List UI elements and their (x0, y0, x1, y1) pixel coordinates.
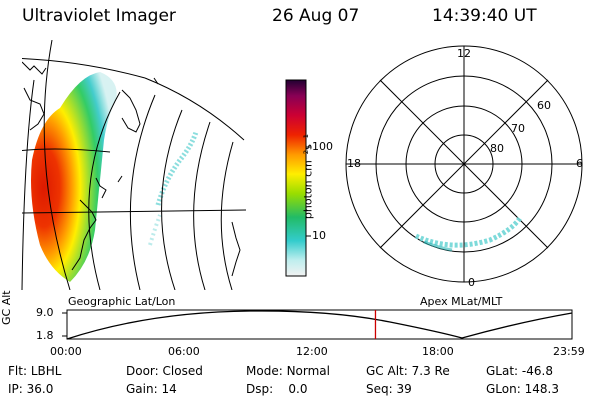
status-gc-alt: GC Alt: 7.3 Re (366, 364, 450, 378)
alt-xtick-label: 06:00 (168, 345, 200, 358)
colorbar (285, 79, 307, 277)
colorbar-label: photon cm⁻²s⁻¹ (301, 133, 315, 220)
status-glon: GLon: 148.3 (486, 382, 559, 396)
geographic-map (22, 40, 247, 290)
alt-xtick-label: 23:59 (553, 345, 585, 358)
colorbar-tick-label: 10 (312, 229, 326, 242)
status-dsp: Dsp: 0.0 (246, 382, 308, 396)
status-seq: Seq: 39 (366, 382, 412, 396)
mlat-label: 70 (511, 122, 525, 135)
alt-ylabel: GC Alt (0, 290, 13, 325)
polar-diag (379, 79, 549, 249)
status-mode: Mode: Normal (246, 364, 330, 378)
coastlines (22, 61, 241, 277)
altitude-curve (66, 310, 573, 340)
instrument-title: Ultraviolet Imager (22, 6, 176, 26)
longitude-lines (43, 40, 234, 290)
mlt-label: 12 (457, 47, 471, 60)
aurora-faint-arc (155, 131, 199, 206)
polar-aurora-arc (414, 216, 523, 248)
status-door: Door: Closed (126, 364, 203, 378)
aurora-faint-arc (148, 214, 162, 246)
altitude-plot-frame (66, 309, 573, 340)
apex-label: Apex MLat/MLT (420, 295, 503, 308)
polar-plot (345, 45, 583, 283)
mlat-label: 80 (490, 142, 504, 155)
mlat-label: 60 (537, 99, 551, 112)
header-time: 14:39:40 UT (432, 6, 537, 26)
geographic-label: Geographic Lat/Lon (68, 295, 176, 308)
colorbar-tick-label: 100 (312, 140, 333, 153)
status-filter: Flt: LBHL (8, 364, 62, 378)
alt-xtick-label: 12:00 (296, 345, 328, 358)
mlt-label: 0 (468, 276, 475, 289)
latitude-lines (22, 57, 247, 214)
status-glat: GLat: -46.8 (486, 364, 553, 378)
mlt-label: 18 (347, 157, 361, 170)
alt-ytick-label: 1.8 (36, 329, 54, 342)
aurora-oval-image (31, 72, 117, 282)
alt-xtick-label: 18:00 (422, 345, 454, 358)
mlt-label: 6 (576, 157, 583, 170)
alt-ytick-label: 9.0 (36, 306, 54, 319)
horizon-edge (21, 79, 35, 291)
polar-aurora-arc (423, 240, 453, 252)
status-ip: IP: 36.0 (8, 382, 54, 396)
header-date: 26 Aug 07 (272, 6, 360, 26)
status-gain: Gain: 14 (126, 382, 177, 396)
alt-xtick-label: 00:00 (50, 345, 82, 358)
